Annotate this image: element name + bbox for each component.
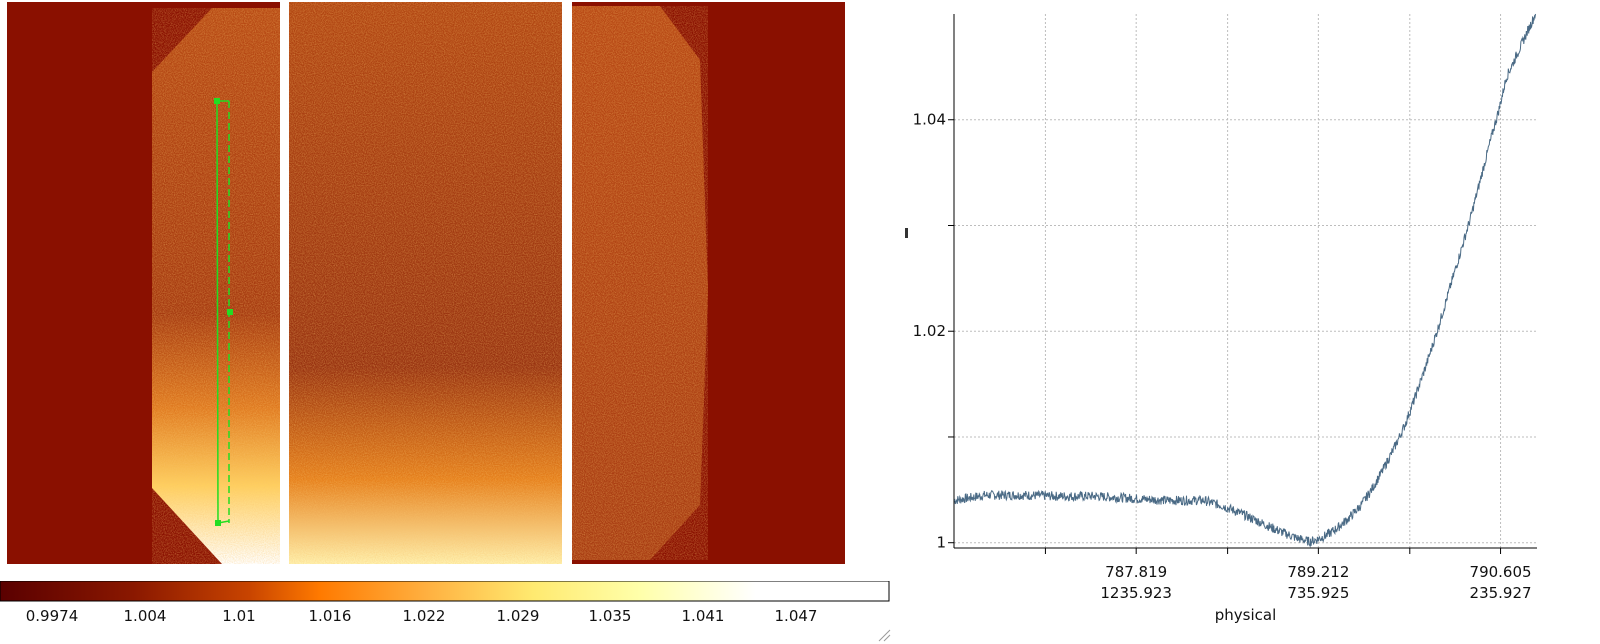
resize-grip-icon[interactable]	[877, 628, 891, 642]
projection-region[interactable]	[214, 98, 233, 526]
detector-chip-2	[289, 2, 562, 564]
detector-chip-1	[152, 8, 280, 564]
plot-canvas: 1.04 1.02 1 787.819 1235.923 789.212 735.925 79…	[913, 13, 1537, 624]
x-tick-label-primary: 789.212	[1287, 563, 1349, 581]
x-tick-label-secondary: 735.925	[1287, 584, 1349, 602]
image-canvas[interactable]	[0, 0, 893, 581]
y-tick-label: 1	[936, 534, 946, 552]
y-tick-label: 1.04	[913, 111, 946, 129]
colorbar-tick-label: 1.035	[589, 607, 632, 625]
colorbar-tick-label: 1.047	[775, 607, 818, 625]
region-handle[interactable]	[215, 520, 221, 526]
x-tick-label-secondary: 235.927	[1470, 584, 1532, 602]
colorbar: 0.9974 1.004 1.01 1.016 1.022 1.029 1.035 1.041…	[0, 581, 890, 625]
x-tick-label-primary: 790.605	[1470, 563, 1532, 581]
x-tick-label-secondary: 1235.923	[1100, 584, 1172, 602]
detector-chip-3	[572, 6, 708, 560]
colorbar-tick-label: 1.01	[222, 607, 255, 625]
region-handle[interactable]	[214, 98, 220, 104]
x-axis-label: physical	[1215, 606, 1277, 624]
colorbar-tick-label: 1.029	[497, 607, 540, 625]
colorbar-tick-label: 1.004	[124, 607, 167, 625]
x-tick-label-primary: 787.819	[1105, 563, 1167, 581]
region-handle[interactable]	[227, 309, 233, 315]
chip-gap-2	[562, 0, 572, 566]
y-tick-label: 1.02	[913, 322, 946, 340]
colorbar-tick-label: 1.041	[682, 607, 725, 625]
colorbar-tick-label: 1.022	[403, 607, 446, 625]
projection-series-line	[953, 13, 1536, 548]
colorbar-tick-label: 1.016	[309, 607, 352, 625]
colorbar-tick-label: 0.9974	[26, 607, 79, 625]
chip-gap-1	[280, 0, 289, 566]
projection-plot[interactable]: 1.04 1.02 1 787.819 1235.923 789.212 735.925 79…	[909, 0, 1600, 644]
divider-handle[interactable]	[905, 228, 908, 238]
image-viewer[interactable]: 0.9974 1.004 1.01 1.016 1.022 1.029 1.035 1.041…	[0, 0, 893, 644]
plot-grid	[954, 14, 1537, 548]
panel-divider[interactable]	[893, 0, 909, 644]
